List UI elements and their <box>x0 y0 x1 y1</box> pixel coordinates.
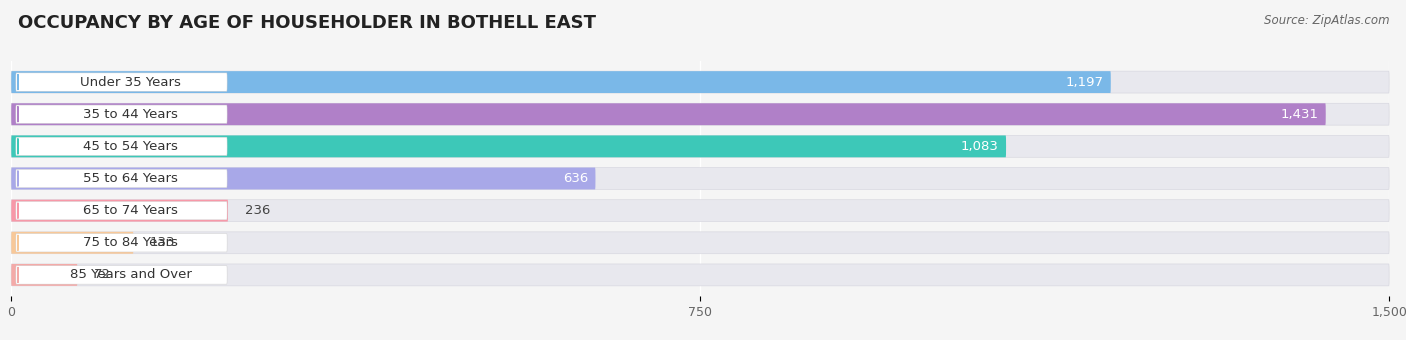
FancyBboxPatch shape <box>11 103 1389 125</box>
Text: 55 to 64 Years: 55 to 64 Years <box>83 172 179 185</box>
Text: 1,431: 1,431 <box>1281 108 1319 121</box>
Text: 45 to 54 Years: 45 to 54 Years <box>83 140 179 153</box>
FancyBboxPatch shape <box>11 168 1389 189</box>
Text: 133: 133 <box>150 236 176 249</box>
FancyBboxPatch shape <box>11 103 1326 125</box>
Text: 72: 72 <box>94 268 111 282</box>
FancyBboxPatch shape <box>15 202 228 220</box>
Text: OCCUPANCY BY AGE OF HOUSEHOLDER IN BOTHELL EAST: OCCUPANCY BY AGE OF HOUSEHOLDER IN BOTHE… <box>18 14 596 32</box>
FancyBboxPatch shape <box>15 234 228 252</box>
FancyBboxPatch shape <box>15 105 228 123</box>
FancyBboxPatch shape <box>11 232 1389 254</box>
Text: 1,197: 1,197 <box>1066 75 1104 89</box>
FancyBboxPatch shape <box>11 200 228 222</box>
FancyBboxPatch shape <box>11 232 134 254</box>
FancyBboxPatch shape <box>11 71 1389 93</box>
Text: 636: 636 <box>562 172 588 185</box>
FancyBboxPatch shape <box>15 169 228 188</box>
Text: 1,083: 1,083 <box>960 140 998 153</box>
FancyBboxPatch shape <box>11 264 1389 286</box>
Text: 75 to 84 Years: 75 to 84 Years <box>83 236 179 249</box>
FancyBboxPatch shape <box>11 71 1111 93</box>
FancyBboxPatch shape <box>15 266 228 284</box>
FancyBboxPatch shape <box>11 168 596 189</box>
Text: 65 to 74 Years: 65 to 74 Years <box>83 204 179 217</box>
FancyBboxPatch shape <box>11 135 1389 157</box>
FancyBboxPatch shape <box>11 264 77 286</box>
FancyBboxPatch shape <box>11 135 1007 157</box>
FancyBboxPatch shape <box>15 73 228 91</box>
Text: 236: 236 <box>245 204 270 217</box>
Text: Under 35 Years: Under 35 Years <box>80 75 181 89</box>
Text: 35 to 44 Years: 35 to 44 Years <box>83 108 179 121</box>
FancyBboxPatch shape <box>11 200 1389 222</box>
Text: Source: ZipAtlas.com: Source: ZipAtlas.com <box>1264 14 1389 27</box>
FancyBboxPatch shape <box>15 137 228 155</box>
Text: 85 Years and Over: 85 Years and Over <box>70 268 191 282</box>
